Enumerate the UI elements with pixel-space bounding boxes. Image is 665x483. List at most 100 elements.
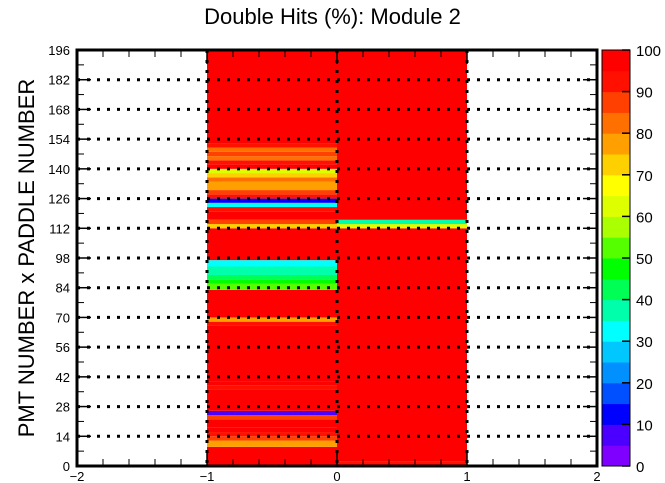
y-tick-label: 154: [48, 132, 70, 147]
color-scale-label: 70: [636, 168, 653, 185]
heatmap-cell: [207, 164, 337, 169]
chart-title: Double Hits (%): Module 2: [204, 4, 461, 29]
heatmap-cell: [207, 194, 337, 199]
heatmap-cell: [207, 410, 337, 416]
grid-lines: [77, 50, 597, 466]
color-scale-swatch: [602, 112, 630, 134]
color-scale-label: 20: [636, 376, 653, 393]
x-tick-label: 0: [333, 469, 340, 483]
heatmap-cell: [207, 219, 337, 225]
heatmap-cell: [207, 325, 337, 382]
heatmap-cell: [207, 224, 337, 229]
color-scale-label: 50: [636, 251, 653, 268]
heatmap-cell: [207, 427, 337, 433]
y-tick-label: 168: [48, 102, 70, 117]
color-scale-swatch: [602, 237, 630, 259]
y-tick-label: 28: [56, 400, 70, 415]
heatmap-cells: [207, 50, 467, 466]
x-tick-label: 2: [593, 469, 600, 483]
heatmap-cell: [207, 177, 337, 182]
heatmap-cell: [207, 415, 337, 420]
y-tick-label: 0: [63, 459, 70, 474]
heatmap-cell: [207, 432, 337, 437]
heatmap-cell: [207, 274, 337, 280]
color-scale-swatch: [602, 216, 630, 238]
heatmap-cell: [207, 289, 337, 318]
color-scale-swatch: [602, 70, 630, 93]
heatmap-cell: [337, 228, 467, 462]
heatmap-cell: [207, 173, 337, 178]
color-scale-label: 90: [636, 85, 653, 102]
x-tick-label: −2: [70, 469, 85, 483]
color-scale-swatch: [602, 154, 630, 176]
color-scale-swatch: [602, 91, 630, 113]
heatmap-cell: [207, 190, 337, 195]
color-scale-bar: 0 10 20 30 40 50 60 70 80 90 100: [601, 43, 661, 476]
color-scale-swatch: [602, 174, 630, 197]
color-scale-label: 0: [636, 459, 644, 476]
color-scale-label: 30: [636, 334, 653, 351]
y-tick-label: 56: [56, 340, 70, 355]
heatmap-cell: [207, 50, 337, 144]
heatmap-cell: [207, 147, 337, 152]
heatmap-cell: [207, 207, 337, 212]
color-scale-swatch: [602, 445, 630, 467]
heatmap-cell: [207, 198, 337, 203]
heatmap-cell: [207, 160, 337, 165]
y-tick-label: 126: [48, 192, 70, 207]
heatmap-cell: [207, 381, 337, 386]
heatmap-cell: [207, 151, 337, 157]
heatmap-cell: [337, 461, 467, 466]
y-tick-label: 196: [48, 43, 70, 58]
y-tick-label: 182: [48, 73, 70, 88]
color-scale-swatch: [602, 133, 630, 155]
heatmap-cell: [207, 436, 337, 441]
heatmap-cell: [207, 385, 337, 390]
heatmap-cell: [207, 202, 337, 208]
color-scale-label: 60: [636, 209, 653, 226]
heatmap-cell: [207, 266, 337, 275]
color-scale-swatch: [602, 382, 630, 405]
y-tick-label: 14: [56, 429, 70, 444]
heatmap-cell: [207, 279, 337, 284]
color-scale-swatch: [602, 424, 630, 446]
x-tick-label: 1: [463, 469, 470, 483]
color-scale-label: 10: [636, 417, 653, 434]
heatmap-cell: [337, 50, 467, 220]
heatmap-cell: [207, 317, 337, 322]
color-scale-label: 40: [636, 293, 653, 310]
y-tick-label: 98: [56, 251, 70, 266]
color-scale-swatch: [602, 341, 630, 363]
heatmap-cell: [207, 260, 337, 267]
color-scale-swatch: [602, 50, 630, 72]
y-tick-label: 70: [56, 310, 70, 325]
color-scale-label: 80: [636, 126, 653, 143]
heatmap-cell: [207, 283, 337, 290]
heatmap-cell: [207, 419, 337, 428]
heatmap-cell: [207, 143, 337, 148]
heatmap-cell: [207, 321, 337, 326]
y-tick-label: 42: [56, 370, 70, 385]
heatmap-cell: [207, 228, 337, 261]
heatmap-cell: [207, 181, 337, 191]
color-scale-swatch: [602, 403, 630, 425]
heatmap-cell: [337, 224, 467, 229]
heatmap-cell: [207, 446, 337, 466]
color-scale-label: 100: [636, 43, 661, 60]
axes: 0 14 28 42 56 70 84 98 112 126 140 154 168 182 196 −2 −1…: [48, 43, 600, 483]
color-scale-swatch: [602, 195, 630, 217]
x-tick-label: −1: [200, 469, 215, 483]
heatmap-cell: [337, 219, 467, 225]
color-scale-swatch: [602, 320, 630, 342]
heatmap-cell: [207, 211, 337, 220]
heatmap-cell: [207, 156, 337, 161]
y-tick-label: 84: [56, 281, 70, 296]
y-tick-label: 112: [49, 221, 70, 236]
color-scale-swatch: [602, 258, 630, 280]
y-tick-label: 140: [48, 162, 70, 177]
heatmap-cell: [207, 440, 337, 447]
color-scale-swatch: [602, 278, 630, 301]
color-scale-swatch: [602, 362, 630, 384]
color-scale-swatch: [602, 299, 630, 321]
heatmap-cell: [207, 168, 337, 174]
